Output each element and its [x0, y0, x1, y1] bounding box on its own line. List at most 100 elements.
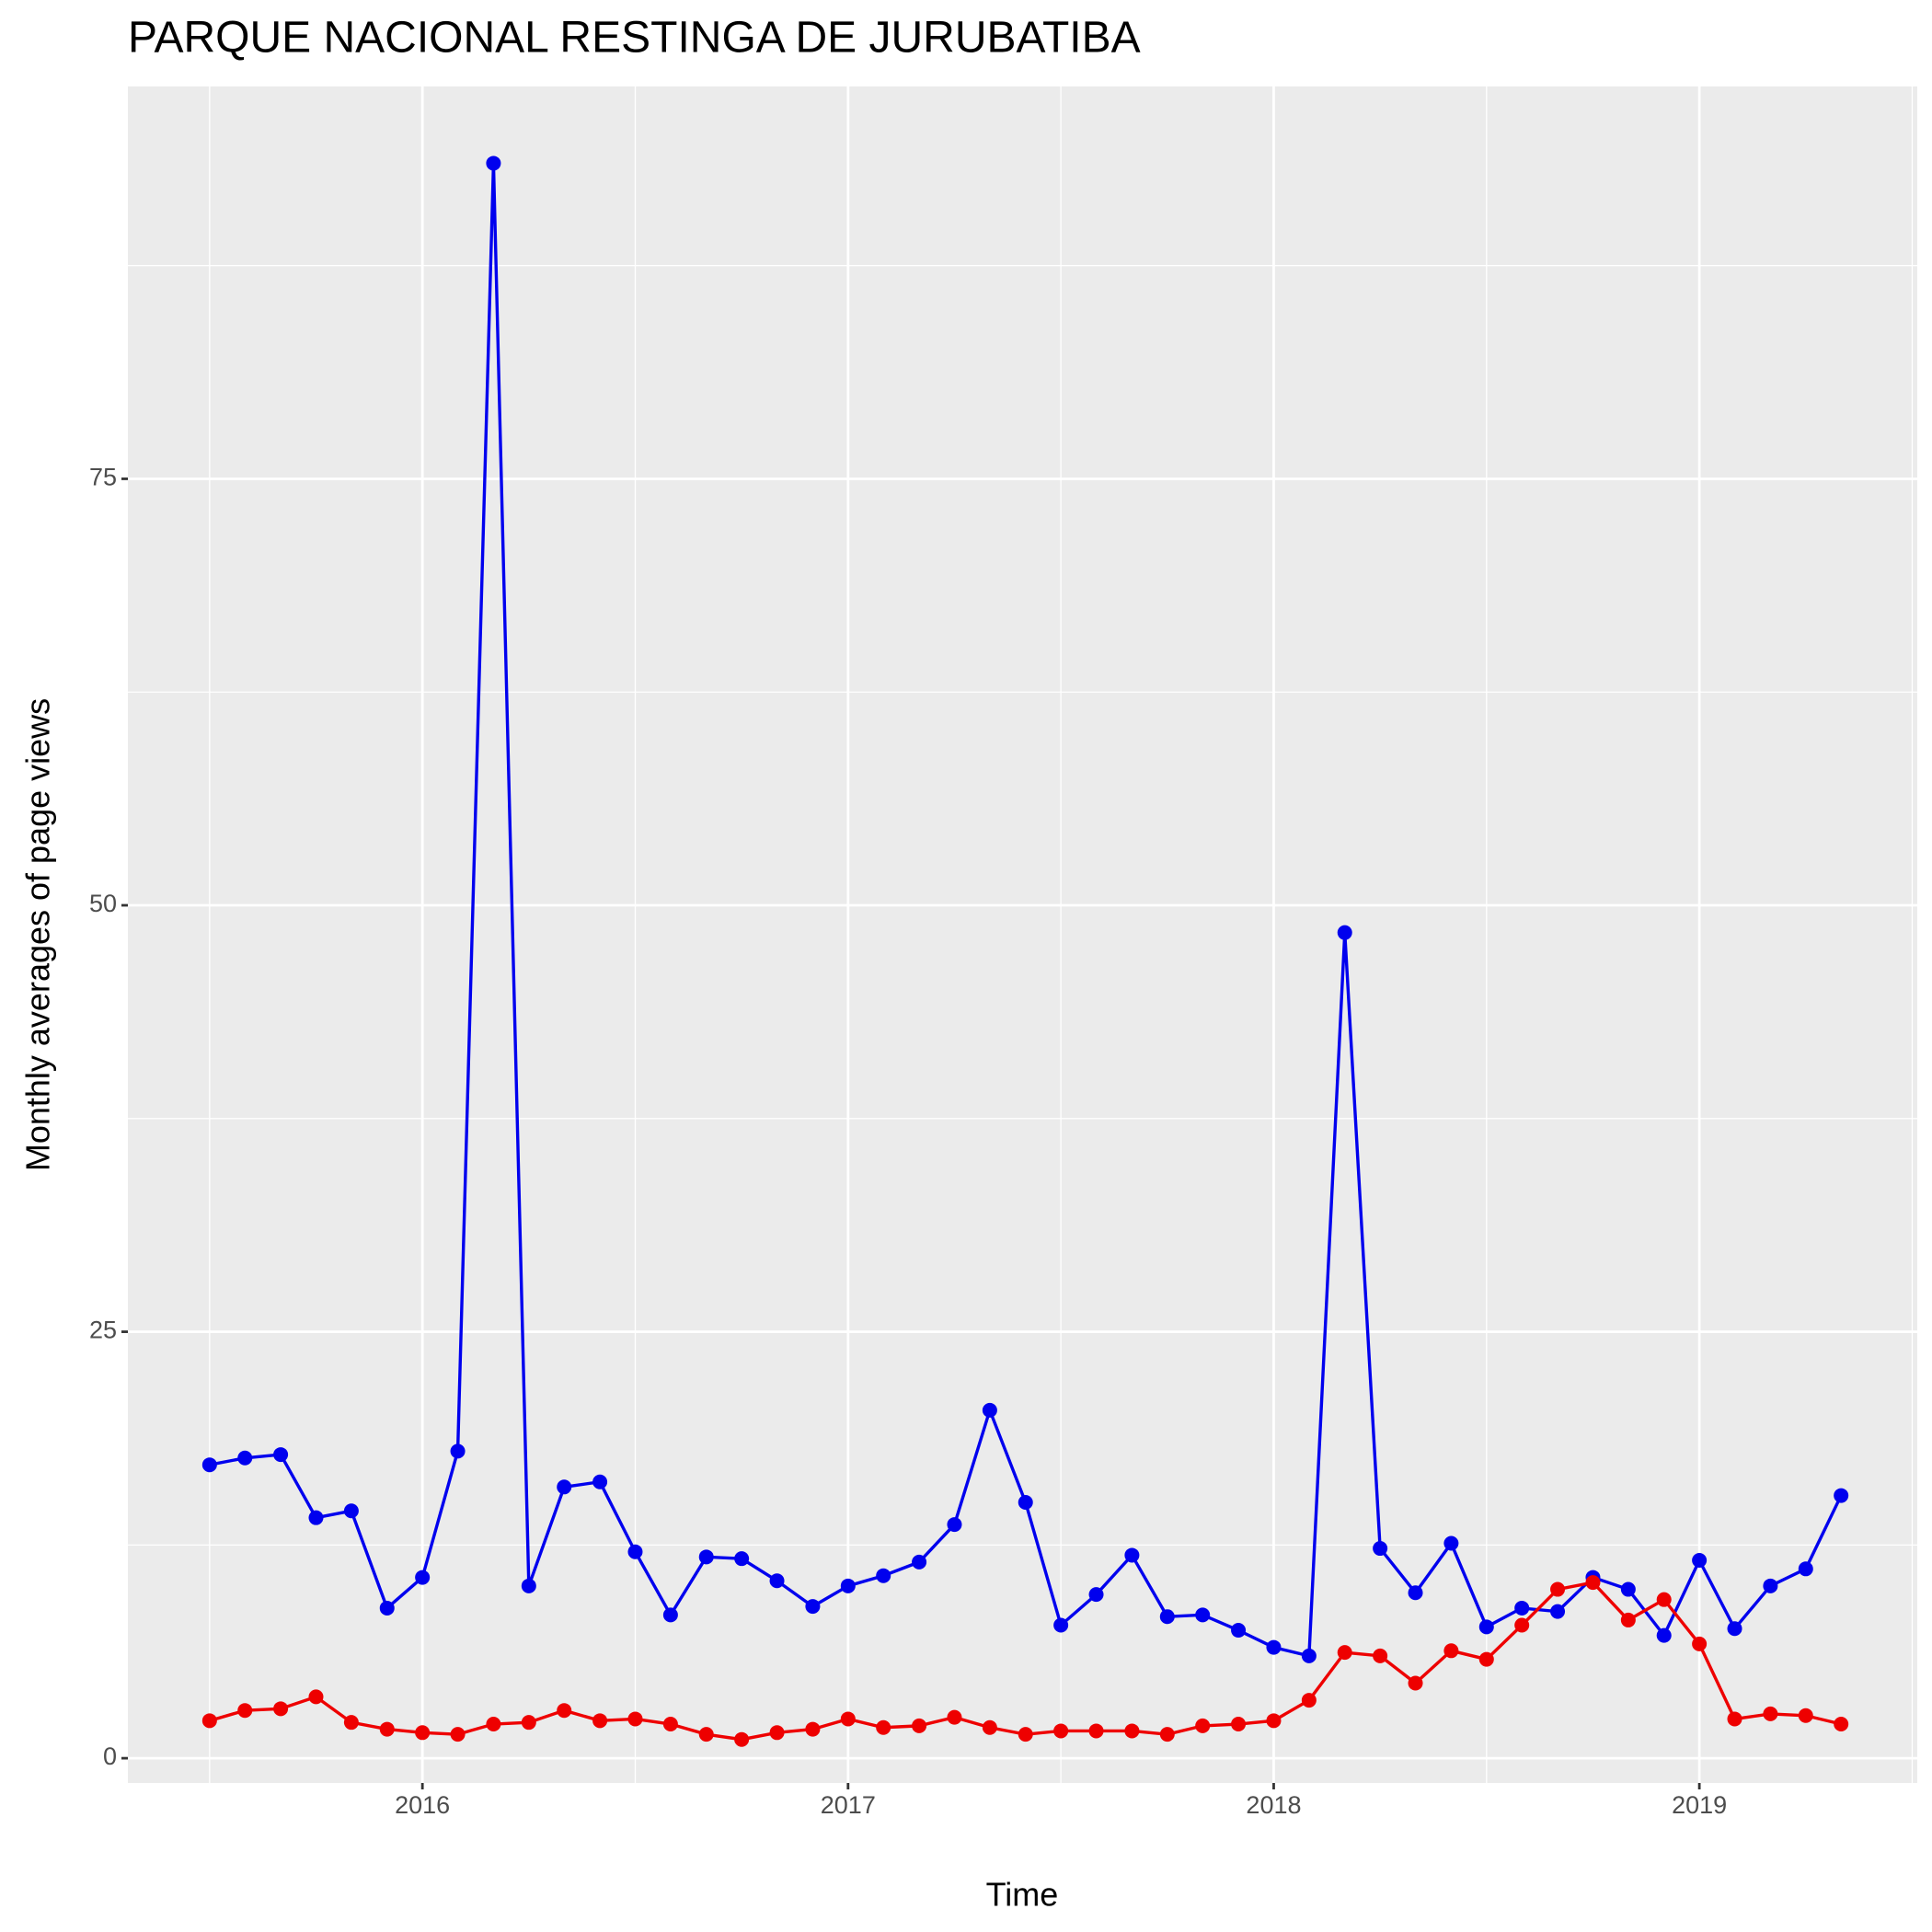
point	[1053, 1723, 1069, 1739]
point	[1514, 1617, 1530, 1633]
point	[379, 1600, 395, 1616]
point	[1550, 1604, 1566, 1619]
x-tick-label: 2017	[821, 1791, 876, 1819]
point	[1195, 1607, 1211, 1623]
point	[698, 1549, 714, 1565]
point	[486, 1717, 501, 1732]
point	[627, 1544, 643, 1559]
point	[1478, 1651, 1494, 1667]
point	[486, 155, 501, 171]
point	[1620, 1581, 1636, 1597]
point	[734, 1551, 750, 1567]
point	[805, 1599, 821, 1615]
x-axis-label: Time	[986, 1876, 1059, 1914]
point	[1656, 1592, 1672, 1607]
point	[237, 1450, 253, 1466]
y-tick-label: 0	[103, 1742, 117, 1770]
point	[1018, 1494, 1033, 1510]
point	[1550, 1581, 1566, 1597]
point	[592, 1713, 608, 1729]
point	[521, 1715, 536, 1731]
point	[1620, 1612, 1636, 1627]
point	[450, 1443, 466, 1459]
y-tick-label: 25	[89, 1317, 117, 1344]
point	[1656, 1627, 1672, 1643]
point	[769, 1573, 785, 1589]
point	[1763, 1578, 1778, 1593]
point	[1727, 1711, 1742, 1727]
point	[1195, 1718, 1211, 1733]
point	[1408, 1675, 1423, 1691]
point	[662, 1607, 678, 1623]
point	[1692, 1636, 1708, 1651]
x-tick-label: 2016	[395, 1791, 450, 1819]
point	[343, 1715, 359, 1731]
point	[947, 1709, 962, 1725]
point	[1053, 1617, 1069, 1633]
point	[1018, 1727, 1033, 1742]
point	[201, 1713, 217, 1729]
point	[237, 1703, 253, 1719]
point	[273, 1447, 289, 1463]
point	[1373, 1541, 1388, 1557]
point	[912, 1718, 927, 1733]
point	[273, 1701, 289, 1717]
y-tick-label: 50	[89, 890, 117, 917]
point	[1727, 1621, 1742, 1637]
point	[1301, 1648, 1317, 1663]
point	[1337, 925, 1352, 940]
point	[1301, 1693, 1317, 1708]
point	[947, 1517, 962, 1533]
point	[1834, 1488, 1849, 1503]
x-tick-label: 2019	[1672, 1791, 1727, 1819]
point	[1159, 1727, 1175, 1742]
point	[379, 1721, 395, 1737]
point	[521, 1578, 536, 1593]
point	[1337, 1645, 1352, 1661]
point	[805, 1721, 821, 1737]
point	[343, 1503, 359, 1519]
point	[450, 1727, 466, 1742]
point	[1231, 1717, 1247, 1732]
point	[662, 1717, 678, 1732]
point	[1088, 1587, 1104, 1603]
point	[1408, 1585, 1423, 1601]
y-axis-label: Monthly averages of page views	[19, 698, 57, 1171]
point	[1088, 1723, 1104, 1739]
point	[415, 1570, 431, 1585]
point	[1585, 1575, 1601, 1591]
point	[840, 1578, 856, 1593]
y-tick-label: 75	[89, 464, 117, 491]
point	[201, 1457, 217, 1473]
point	[557, 1703, 572, 1719]
point	[982, 1402, 997, 1418]
point	[1266, 1713, 1282, 1729]
point	[1159, 1609, 1175, 1625]
point	[1478, 1619, 1494, 1635]
point	[1798, 1708, 1813, 1723]
point	[1514, 1600, 1530, 1616]
point	[308, 1689, 324, 1705]
point	[698, 1727, 714, 1742]
x-tick-label: 2018	[1246, 1791, 1301, 1819]
point	[912, 1554, 927, 1570]
point	[1266, 1639, 1282, 1655]
point	[1231, 1623, 1247, 1639]
point	[1124, 1547, 1140, 1563]
point	[308, 1510, 324, 1525]
point	[734, 1731, 750, 1747]
point	[557, 1479, 572, 1495]
point	[1124, 1723, 1140, 1739]
point	[876, 1719, 891, 1735]
point	[982, 1719, 997, 1735]
point	[769, 1725, 785, 1741]
point	[1373, 1648, 1388, 1663]
point	[592, 1474, 608, 1489]
point	[1443, 1535, 1459, 1551]
point	[627, 1711, 643, 1727]
point	[1798, 1561, 1813, 1577]
point	[415, 1725, 431, 1741]
panel	[128, 86, 1917, 1783]
point	[1763, 1706, 1778, 1721]
